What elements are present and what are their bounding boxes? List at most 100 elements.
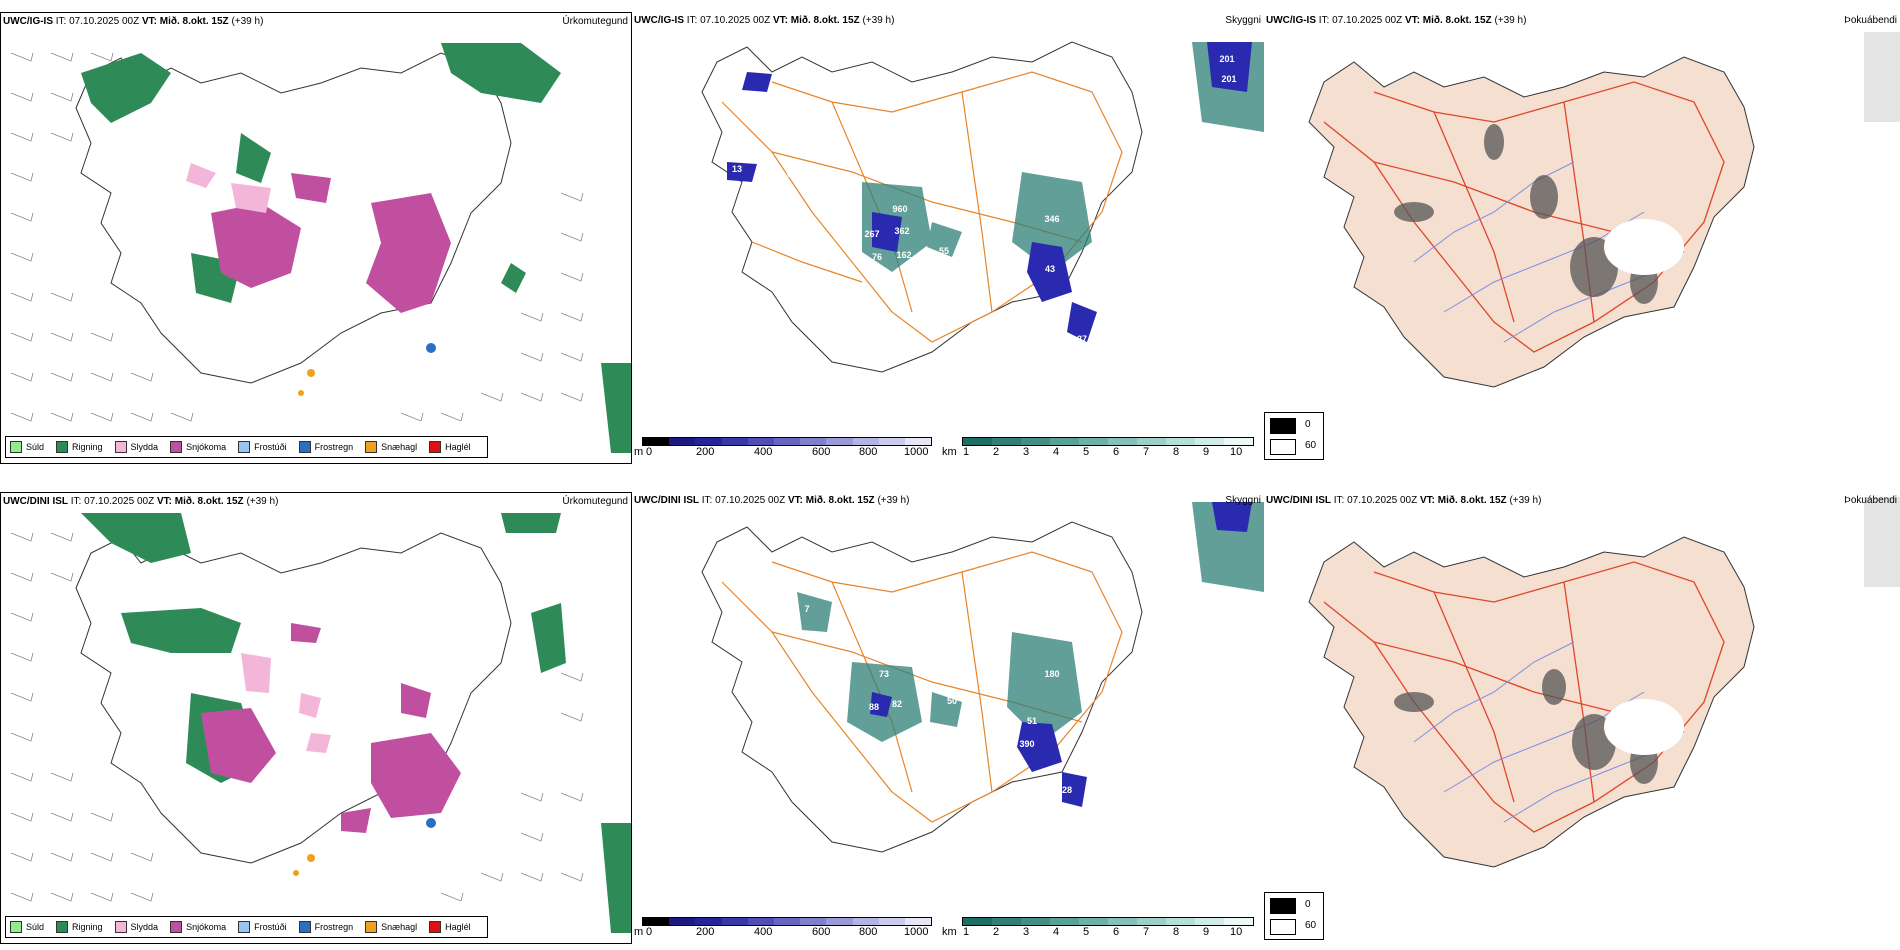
legend-item: Slydda [114,441,158,453]
valid-time: Mið. 8.okt. 15Z [1437,495,1507,506]
legend-label: Frostúði [254,442,287,452]
height-tick: 600 [812,926,831,938]
height-unit: m [634,446,644,458]
legend-item: Snæhagl [365,921,417,933]
lead-time: (+39 h) [877,495,910,506]
height-tick: 1000 [904,446,929,458]
legend-swatch [365,441,378,453]
vis-label: 66 [787,169,797,179]
precip-panel-top: UWC/IG-IS IT: 07.10.2025 00Z VT: Mið. 8.… [0,12,632,464]
vis-tick: 7 [1143,446,1150,458]
visibility-map-bottom: 7 2 43 749 968 73 88 82 50 180 51 390 28… [701,502,1264,874]
height-tick: 200 [696,446,715,458]
legend-swatch [429,921,442,933]
lead-time: (+39 h) [231,16,264,27]
fog-panel-top: UWC/IG-IS IT: 07.10.2025 00Z VT: Mið. 8.… [1264,12,1900,464]
panel-header: UWC/DINI ISL IT: 07.10.2025 00Z VT: Mið.… [3,496,278,507]
init-time: 07.10.2025 00Z [700,15,771,26]
legend-label: Súld [26,922,45,932]
fog-legend-label: 0 [1305,419,1311,430]
legend-label: Frostúði [254,922,287,932]
legend-label: Haglél [445,922,471,932]
panel-header: UWC/IG-IS IT: 07.10.2025 00Z VT: Mið. 8.… [1266,15,1526,26]
vis-label: 82 [892,699,902,709]
panel-header: UWC/IG-IS IT: 07.10.2025 00Z VT: Mið. 8.… [3,16,263,27]
legend-swatch [170,441,183,453]
vis-label: 73 [879,669,889,679]
vis-label: 162 [896,250,911,260]
init-time: 07.10.2025 00Z [69,16,140,27]
precip-panel-bottom: UWC/DINI ISL IT: 07.10.2025 00Z VT: Mið.… [0,492,632,944]
visibility-panel-bottom: 7 2 43 749 968 73 88 82 50 180 51 390 28… [632,492,1264,944]
vis-tick: 7 [1143,926,1150,938]
model-name: UWC/DINI ISL [3,496,68,507]
fog-swatch [1270,439,1296,455]
model-name: UWC/IG-IS [3,16,53,27]
valid-time: Mið. 8.okt. 15Z [1422,15,1492,26]
vis-label: 76 [872,252,882,262]
visibility-map-top: 13 13 13 66 2 13 960 267 362 76 162 55 1… [701,41,1264,396]
legend-swatch [429,441,442,453]
height-tick: 0 [646,446,653,458]
valid-time: Mið. 8.okt. 15Z [174,496,244,507]
iceland-outline [75,532,512,864]
vis-unit: km [942,926,957,938]
fog-swatch [1270,418,1296,434]
valid-time: Mið. 8.okt. 15Z [159,16,229,27]
vis-label: 749 [942,599,957,609]
vis-unit: km [942,446,957,458]
init-label: IT: [70,496,82,507]
valid-time: Mið. 8.okt. 15Z [805,495,875,506]
valid-time: Mið. 8.okt. 15Z [790,15,860,26]
height-tick: 400 [754,446,773,458]
panel-title: Skyggni [1225,495,1261,506]
init-time: 07.10.2025 00Z [1332,15,1403,26]
legend-label: Snæhagl [381,922,418,932]
height-unit: m [634,926,644,938]
vis-tick: 8 [1173,926,1180,938]
vis-tick: 2 [993,926,1000,938]
legend-swatch [365,921,378,933]
vis-label: 968 [1049,629,1064,639]
vis-tick: 4 [1053,446,1060,458]
panel-title: Úrkomutegund [562,496,628,507]
iceland-outline [1308,536,1755,868]
legend-item: Snjókoma [170,921,226,933]
panel-title: Skyggni [1225,15,1261,26]
vis-label: 2 [844,599,849,609]
vis-label: 390 [1019,739,1034,749]
init-label: IT: [55,16,67,27]
fog-legend-label: 0 [1305,899,1311,910]
wind-barbs [10,52,584,422]
vis-tick: 6 [1113,446,1120,458]
height-tick: 800 [859,446,878,458]
vis-label: 2 [774,182,779,192]
vis-tick: 6 [1113,926,1120,938]
vis-tick: 10 [1230,926,1243,938]
height-tick: 800 [859,926,878,938]
vis-tick: 3 [1023,926,1030,938]
legend-item: Haglél [429,441,471,453]
iceland-outline [1308,56,1755,388]
legend-item: Haglél [429,921,471,933]
init-time: 07.10.2025 00Z [1347,495,1418,506]
vis-tick: 1 [963,926,970,938]
legend-swatch [56,441,69,453]
vis-tick: 5 [1083,926,1090,938]
vis-label: 13 [957,184,967,194]
vis-tick: 4 [1053,926,1060,938]
fog-legend-top: 0 60 [1264,412,1324,460]
init-label: IT: [1318,15,1330,26]
legend-label: Frostregn [314,922,354,932]
vis-label: 362 [894,226,909,236]
vis-label: 30 [937,386,947,396]
height-colorbar: m 0 200 400 600 800 1000 [634,917,934,939]
fog-legend-label: 60 [1305,440,1317,451]
vis-label: 13 [732,164,742,174]
panel-header: UWC/DINI ISL IT: 07.10.2025 00Z VT: Mið.… [1266,495,1541,506]
lead-time: (+39 h) [1494,15,1527,26]
visibility-colorbar: km 1 2 3 4 5 6 7 8 9 10 [942,917,1262,939]
vis-tick: 2 [993,446,1000,458]
legend-swatch [10,441,22,453]
fog-map-bottom [1308,497,1900,868]
